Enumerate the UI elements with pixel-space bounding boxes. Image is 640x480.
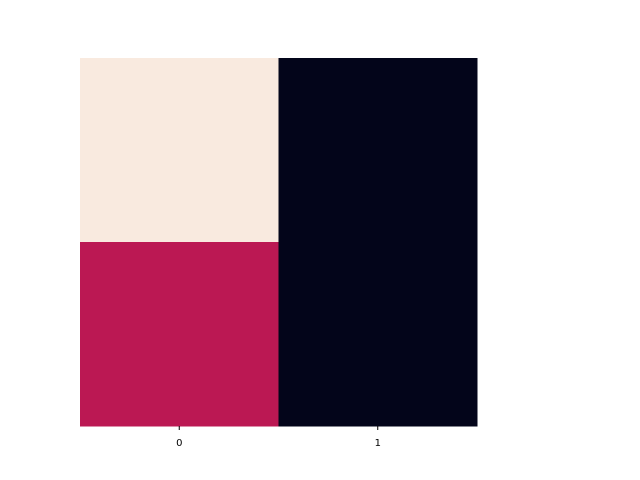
x-tick-label: 0: [176, 438, 182, 449]
heatmap-cell-r0-c1: [278, 58, 478, 243]
heatmap-cell-r1-c0: [80, 242, 279, 427]
heatmap-cell-r1-c1: [278, 242, 478, 427]
x-tick-label: 1: [375, 438, 381, 449]
heatmap-cell-r0-c0: [80, 58, 279, 243]
heatmap-cells: [80, 58, 478, 427]
